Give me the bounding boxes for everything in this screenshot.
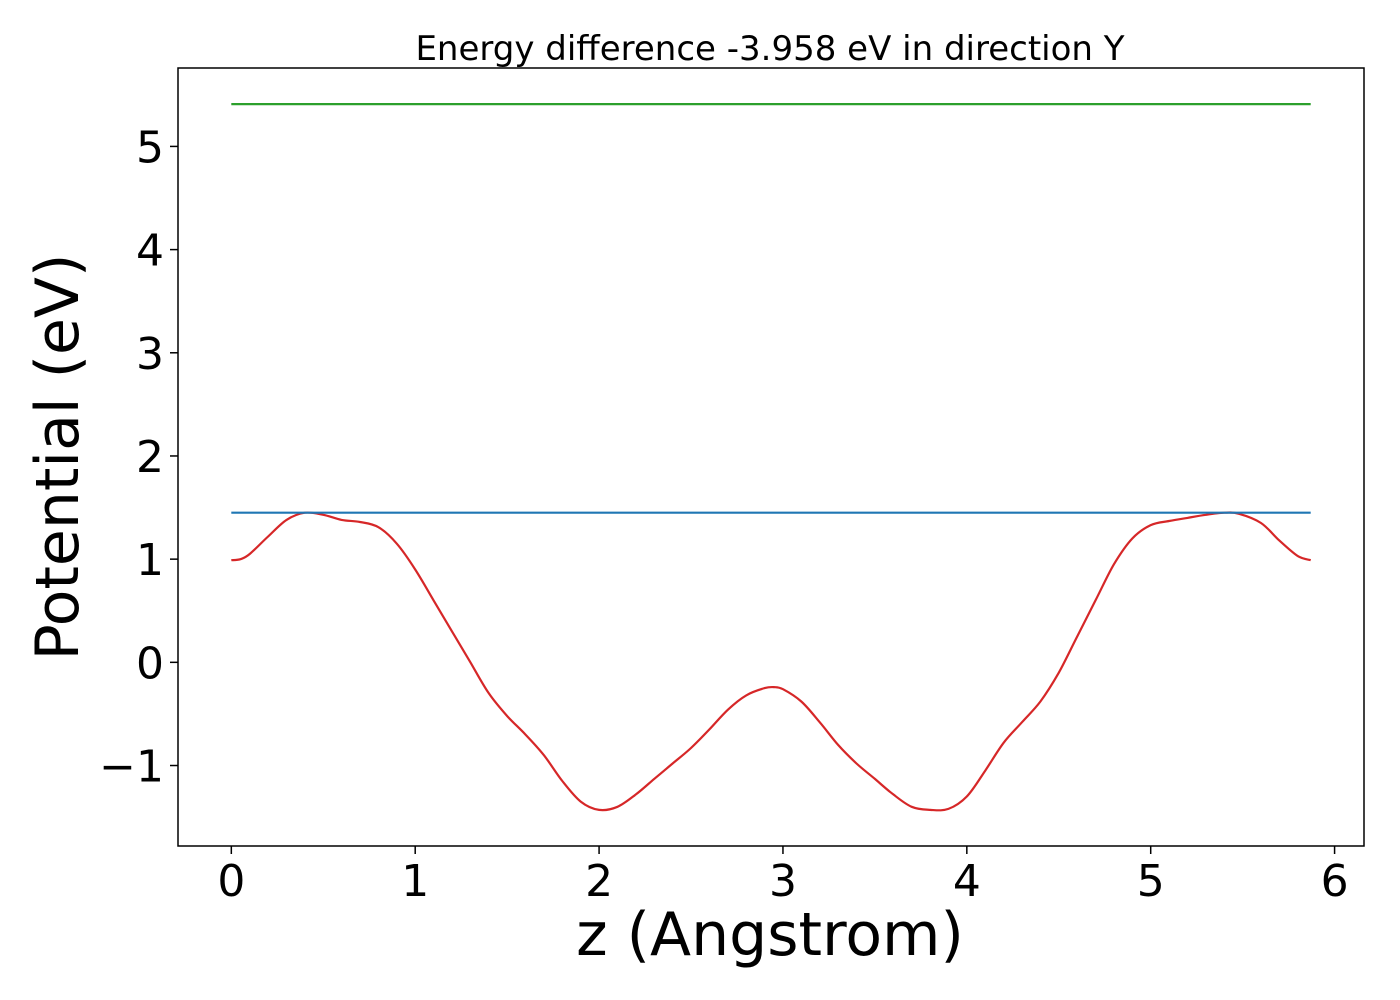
y-tick-label: 2 (136, 432, 164, 483)
y-tick-label: 5 (136, 122, 164, 173)
x-axis: 0 1 2 3 4 5 6 (217, 846, 1349, 907)
chart-title: Energy difference -3.958 eV in direction… (415, 29, 1124, 69)
x-tick-label: 0 (217, 856, 245, 907)
series-group (231, 103, 1312, 812)
y-axis: −1 0 1 2 3 4 5 (99, 122, 178, 793)
x-tick-label: 4 (953, 856, 981, 907)
x-axis-title: z (Angstrom) (576, 900, 964, 970)
y-axis-title: Potential (eV) (23, 254, 93, 661)
x-tick-label: 1 (401, 856, 429, 907)
x-tick-label: 6 (1321, 856, 1349, 907)
x-tick-label: 3 (769, 856, 797, 907)
y-tick-label: 1 (136, 535, 164, 586)
plot-frame (177, 67, 1365, 847)
y-tick-label: 3 (136, 329, 164, 380)
y-tick-label: −1 (99, 742, 164, 793)
series-line-1 (231, 511, 1312, 812)
x-tick-label: 2 (585, 856, 613, 907)
y-tick-label: 0 (136, 638, 164, 689)
x-tick-label: 5 (1137, 856, 1165, 907)
y-tick-label: 4 (136, 226, 164, 277)
